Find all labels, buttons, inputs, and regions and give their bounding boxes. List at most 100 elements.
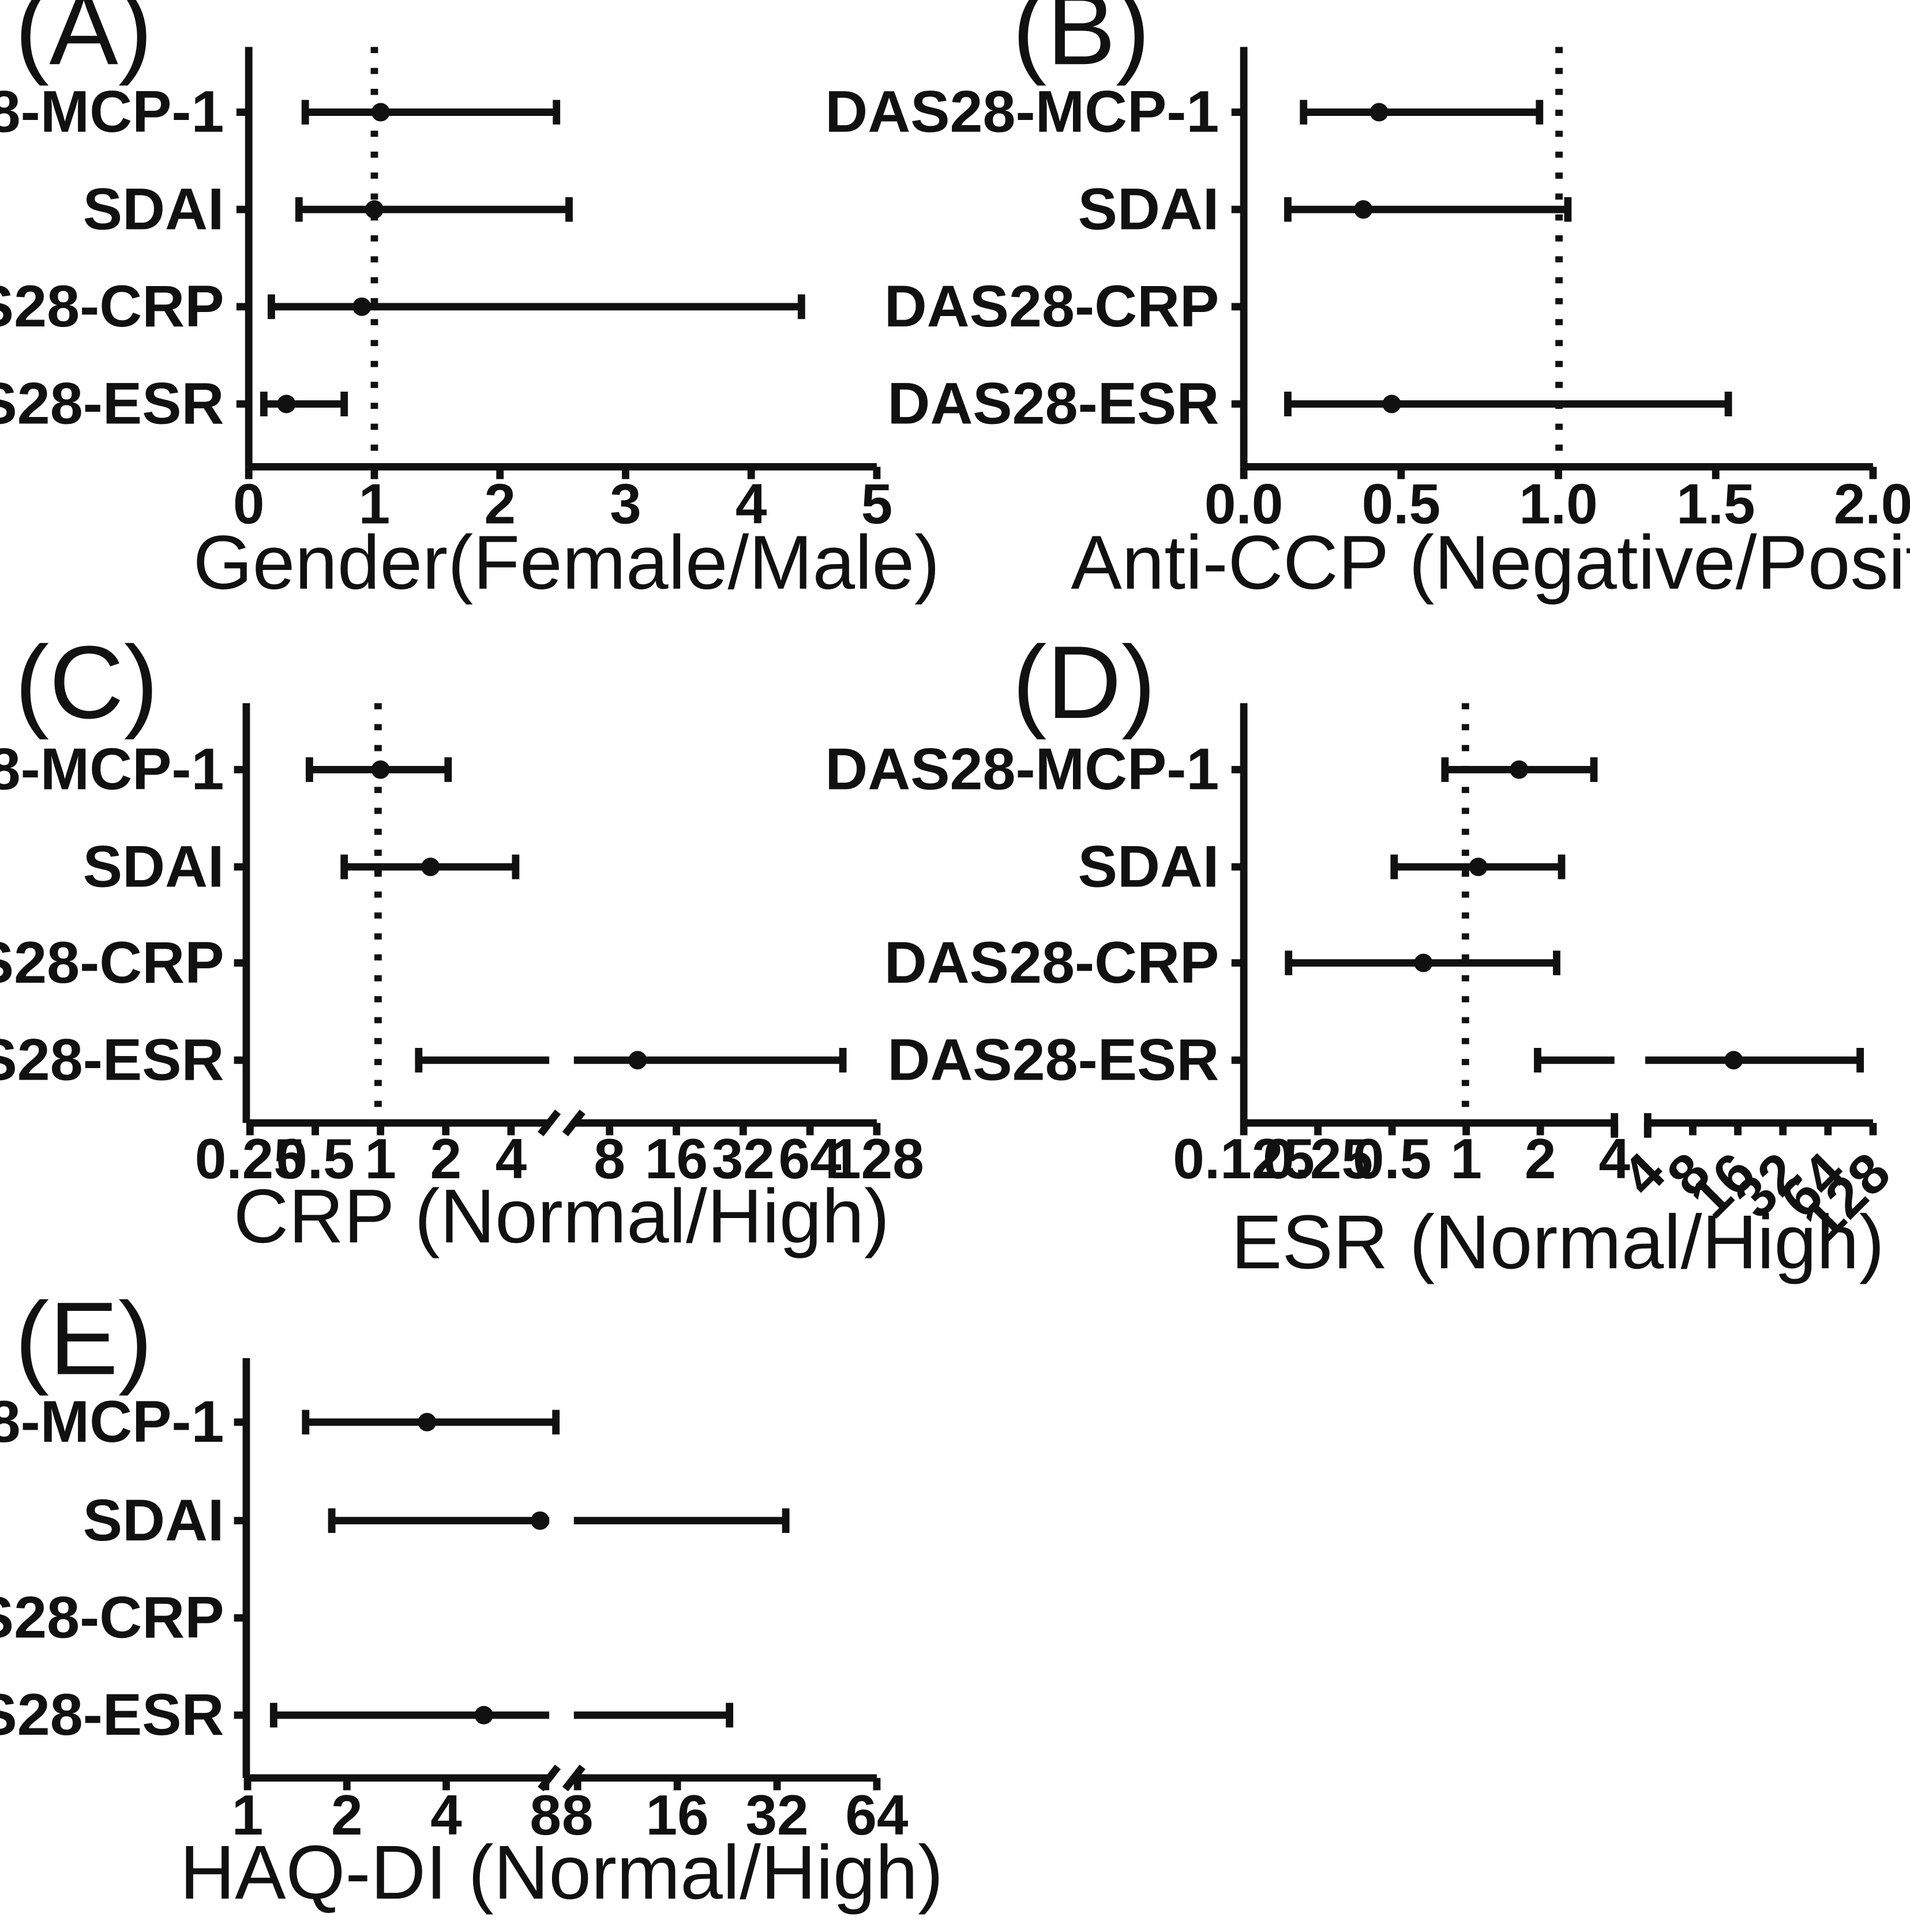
panel-label: (C) (15, 625, 159, 740)
x-tick-label: 128 (830, 1127, 924, 1190)
category-label: SDAI (1078, 175, 1219, 242)
x-tick-label: 64 (779, 1127, 842, 1190)
point-estimate (628, 1051, 647, 1070)
x-tick-label: 3 (610, 472, 641, 536)
category-label: DAS28-MCP-1 (825, 78, 1219, 145)
point-estimate (365, 200, 384, 219)
point-estimate (421, 858, 440, 877)
point-estimate (371, 760, 390, 779)
x-tick-label: 0.0 (1204, 472, 1284, 536)
x-tick-label: 4 (496, 1127, 527, 1190)
error-bar-sdai (1390, 854, 1566, 879)
error-bar-das28-crp (1285, 950, 1560, 976)
category-label: DAS28-ESR (887, 1026, 1219, 1092)
point-estimate (1469, 858, 1488, 877)
x-tick-label: 1 (359, 472, 391, 536)
category-label: DAS28-MCP-1 (0, 736, 224, 802)
error-bar-sdai (328, 1508, 790, 1533)
category-label: DAS28-CRP (0, 929, 224, 995)
x-tick-label: 0.125 (1173, 1127, 1315, 1190)
category-label: DAS28-MCP-1 (0, 78, 224, 145)
category-label: DAS28-MCP-1 (825, 736, 1219, 802)
error-bar-das28-esr (260, 392, 348, 416)
category-label: SDAI (1078, 833, 1219, 899)
point-estimate (277, 394, 296, 414)
x-tick-label: 0.25 (195, 1127, 305, 1190)
x-tick-label: 8 (594, 1127, 625, 1190)
point-estimate (1724, 1051, 1743, 1070)
x-tick-label: 2 (1525, 1127, 1556, 1190)
error-bar-sdai (1284, 197, 1572, 222)
x-tick-label: 4 (736, 472, 767, 536)
panel-label: (B) (1012, 0, 1150, 86)
category-label: DAS28-ESR (887, 370, 1219, 437)
x-tick-label: 16 (645, 1127, 708, 1190)
error-bar-das28-esr (1284, 392, 1732, 416)
category-label: DAS28-CRP (884, 929, 1219, 995)
x-tick-label: 2 (331, 1783, 363, 1847)
category-label: DAS28-ESR (0, 370, 224, 437)
x-tick-label: 0.25 (1263, 1127, 1373, 1190)
point-estimate (1414, 953, 1433, 972)
x-tick-label: 32 (745, 1783, 808, 1847)
x-axis-title: CRP (Normal/High) (234, 1174, 890, 1259)
x-tick-label: 1 (1450, 1127, 1482, 1190)
error-bar-das28-mcp-1 (301, 100, 561, 125)
x-tick-label: 16 (646, 1783, 709, 1847)
category-label: DAS28-CRP (0, 1584, 224, 1651)
x-tick-label: 5 (861, 472, 893, 536)
point-estimate (1382, 394, 1401, 414)
category-label: DAS28-CRP (0, 273, 224, 339)
error-bar-sdai (340, 854, 520, 879)
point-estimate (531, 1511, 550, 1530)
error-bar-das28-mcp-1 (1441, 757, 1598, 782)
x-tick-label: 2.0 (1834, 472, 1910, 536)
point-estimate (1354, 200, 1373, 219)
error-bar-das28-mcp-1 (305, 757, 452, 782)
category-label: SDAI (83, 1487, 224, 1553)
error-bar-das28-esr (269, 1702, 734, 1728)
x-axis-title: Anti-CCP (Negative/Positive) (1071, 520, 1910, 606)
x-tick-label: 32 (712, 1127, 775, 1190)
axis-break-mark (538, 1110, 561, 1137)
category-label: SDAI (83, 833, 224, 899)
x-tick-label: 0 (233, 472, 265, 536)
x-axis-title: ESR (Normal/High) (1231, 1200, 1884, 1285)
x-tick-label: 1.5 (1676, 472, 1755, 536)
error-bar-das28-esr (415, 1047, 847, 1073)
category-label: DAS28-ESR (0, 1681, 224, 1747)
x-axis-title: Gender(Female/Male) (193, 520, 940, 606)
x-tick-label: 1 (232, 1783, 264, 1847)
x-tick-label: 4 (430, 1783, 462, 1847)
x-tick-label: 4 (1598, 1127, 1630, 1190)
x-tick-label: 8 (530, 1783, 561, 1847)
point-estimate (352, 297, 372, 316)
x-tick-label: 0.5 (1362, 472, 1441, 536)
x-tick-label: 8 (562, 1783, 594, 1847)
error-bar-das28-mcp-1 (1300, 100, 1544, 125)
point-estimate (474, 1705, 493, 1725)
point-estimate (371, 103, 390, 122)
x-tick-label: 1 (365, 1127, 396, 1190)
error-bar-das28-esr (1534, 1047, 1864, 1073)
category-label: DAS28-ESR (0, 1026, 224, 1092)
error-bar-das28-mcp-1 (302, 1409, 560, 1435)
x-tick-label: 64 (845, 1783, 909, 1847)
category-label: DAS28-CRP (884, 273, 1219, 339)
panel-label: (D) (1012, 625, 1156, 740)
x-tick-label: 2 (430, 1127, 461, 1190)
panel-label: (E) (15, 1281, 153, 1396)
x-tick-label: 2 (484, 472, 516, 536)
panel-label: (A) (15, 0, 153, 86)
category-label: DAS28-MCP-1 (0, 1388, 224, 1454)
category-label: SDAI (83, 175, 224, 242)
error-bar-sdai (295, 197, 573, 222)
point-estimate (418, 1412, 437, 1431)
x-tick-label: 0.5 (1353, 1127, 1432, 1190)
